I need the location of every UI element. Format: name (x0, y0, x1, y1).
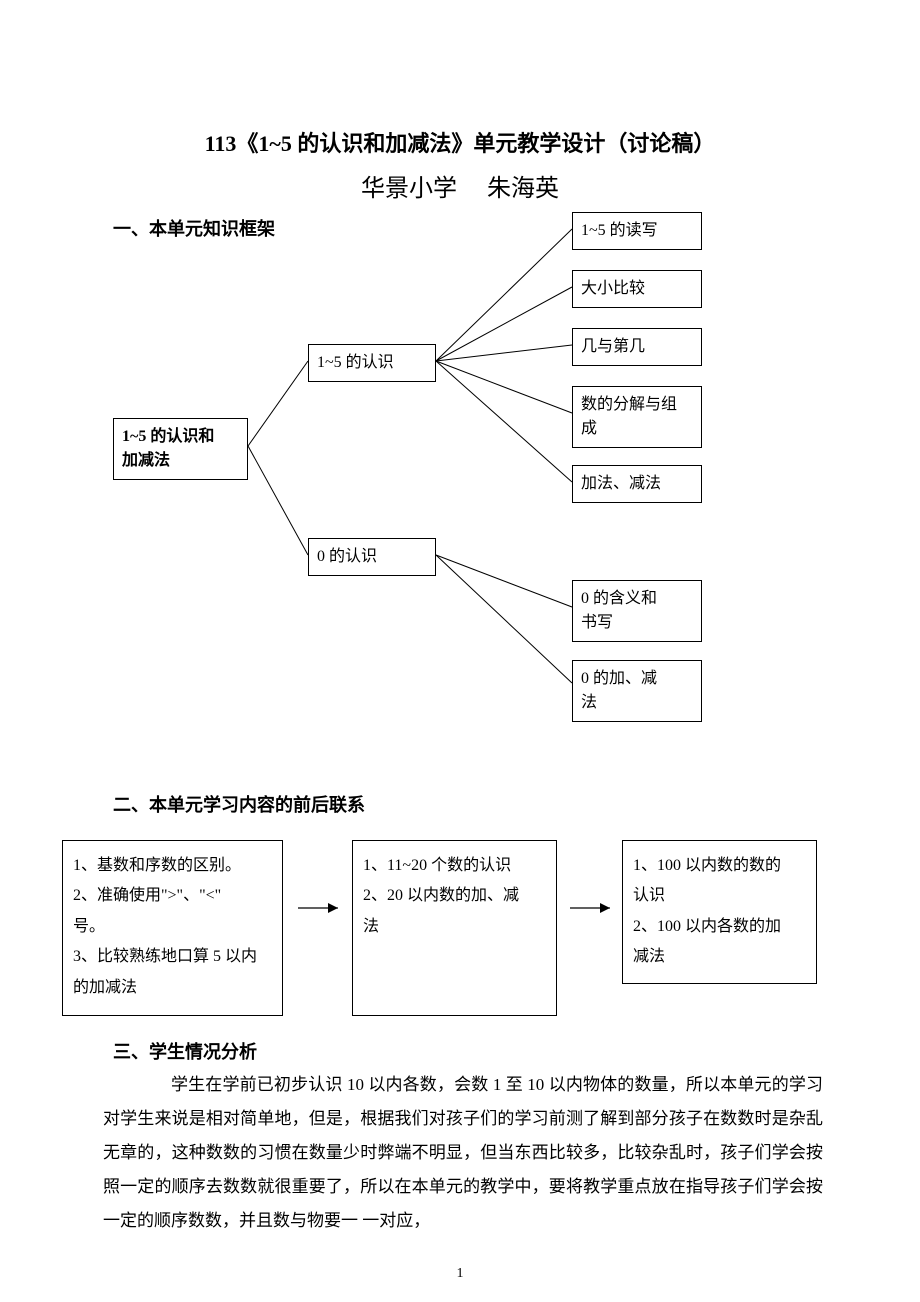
section-2-heading: 二、本单元学习内容的前后联系 (113, 791, 365, 817)
section-3-heading: 三、学生情况分析 (113, 1038, 257, 1064)
author-name: 朱海英 (487, 176, 559, 202)
node-root: 1~5 的认识和加减法 (113, 418, 248, 480)
page-number: 1 (0, 1266, 920, 1282)
section-1-heading: 一、本单元知识框架 (113, 215, 275, 241)
school-name: 华景小学 (361, 176, 457, 202)
node-mid-zero: 0 的认识 (308, 538, 436, 576)
node-leaf-zero-meaning: 0 的含义和书写 (572, 580, 702, 642)
node-leaf-ordinal: 几与第几 (572, 328, 702, 366)
node-leaf-compare: 大小比较 (572, 270, 702, 308)
page-title: 113《1~5 的认识和加减法》单元教学设计（讨论稿） (0, 126, 920, 158)
sequence-box-3: 1、100 以内数的数的认识2、100 以内各数的加减法 (622, 840, 817, 984)
sequence-box-1: 1、基数和序数的区别。2、准确使用">"、"<"号。3、比较熟练地口算 5 以内… (62, 840, 283, 1016)
node-mid-1to5: 1~5 的认识 (308, 344, 436, 382)
node-leaf-zero-addsub: 0 的加、减法 (572, 660, 702, 722)
node-leaf-addsub: 加法、减法 (572, 465, 702, 503)
analysis-paragraph: 学生在学前已初步认识 10 以内各数，会数 1 至 10 以内物体的数量，所以本… (103, 1068, 823, 1238)
node-leaf-readwrite: 1~5 的读写 (572, 212, 702, 250)
sequence-box-2: 1、11~20 个数的认识2、20 以内数的加、减法 (352, 840, 557, 1016)
node-leaf-decompose: 数的分解与组成 (572, 386, 702, 448)
subtitle: 华景小学 朱海英 (0, 168, 920, 203)
